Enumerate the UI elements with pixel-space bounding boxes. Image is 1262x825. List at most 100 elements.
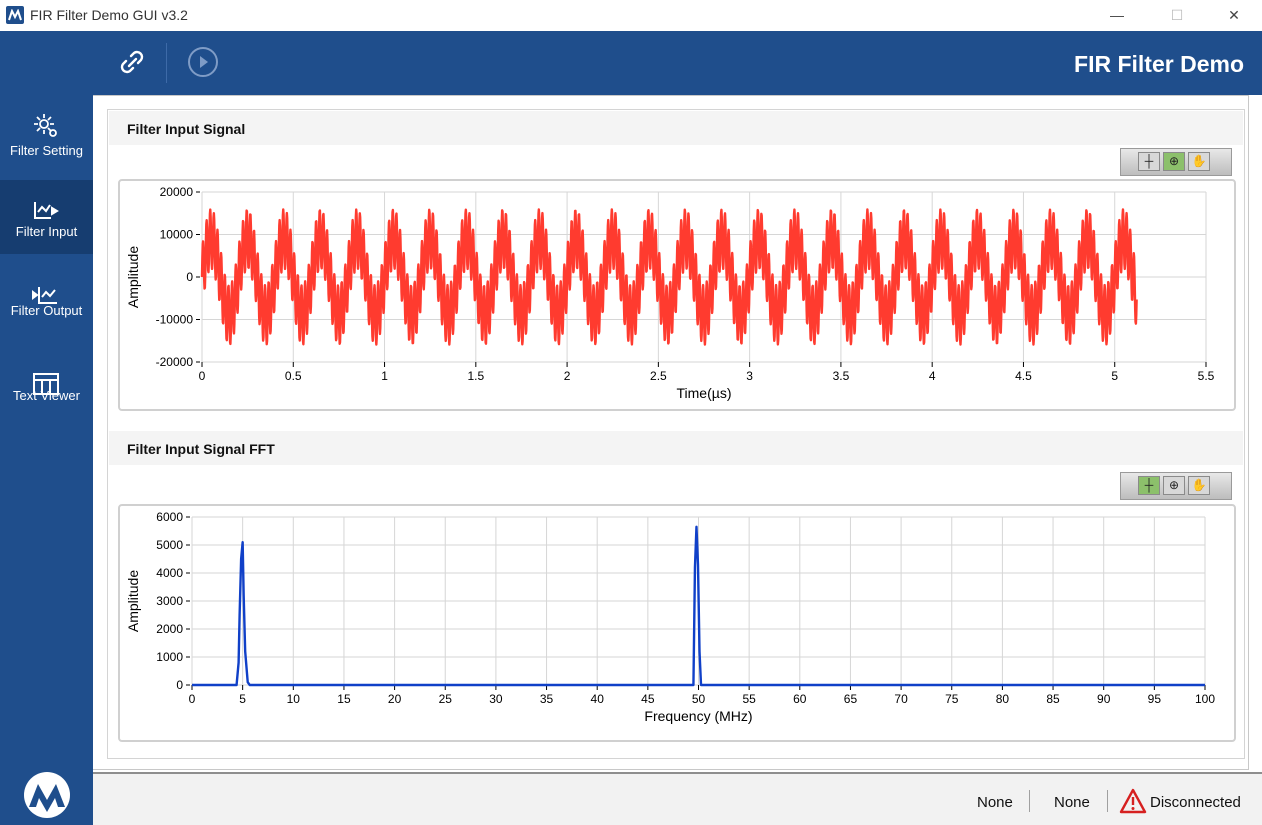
window-title: FIR Filter Demo GUI v3.2 bbox=[30, 7, 188, 23]
play-circle-icon[interactable] bbox=[186, 46, 220, 80]
signal-section-header: Filter Input Signal bbox=[109, 111, 1243, 145]
sidebar-item-label: Filter Output bbox=[10, 303, 83, 318]
x-tick-label: 100 bbox=[1195, 692, 1215, 706]
y-axis-label: Amplitude bbox=[125, 246, 141, 308]
x-tick-label: 4 bbox=[929, 369, 936, 383]
x-tick-label: 25 bbox=[439, 692, 453, 706]
x-tick-label: 2.5 bbox=[650, 369, 667, 383]
signal-graph[interactable]: 0 0.5 1 1.5 2 2.5 3 3.5 4 4.5 5 5.5 20000 10000 0 -1000… bbox=[118, 179, 1236, 411]
cursor-tool-icon[interactable]: ┼ bbox=[1138, 152, 1160, 171]
y-tick-label: 1000 bbox=[156, 650, 183, 664]
main-content: Filter Input Signal ┼ ⊕ ✋ 0 0.5 1 1.5 2 2.5 3 3… bbox=[93, 95, 1262, 772]
x-tick-label: 95 bbox=[1148, 692, 1162, 706]
y-axis-label: Amplitude bbox=[125, 570, 141, 632]
sidebar-item-label: Filter Input bbox=[15, 224, 78, 239]
x-tick-label: 70 bbox=[894, 692, 908, 706]
sidebar-item-filter-setting[interactable]: Filter Setting bbox=[0, 95, 93, 169]
sidebar-item-label: Text Viewer bbox=[13, 388, 80, 403]
link-icon[interactable] bbox=[115, 45, 149, 79]
app-header: FIR Filter Demo bbox=[0, 31, 1262, 95]
y-tick-label: 4000 bbox=[156, 566, 183, 580]
x-tick-label: 20 bbox=[388, 692, 402, 706]
chart-output-icon bbox=[32, 287, 57, 304]
app-icon bbox=[6, 6, 24, 24]
x-tick-label: 90 bbox=[1097, 692, 1111, 706]
zoom-tool-icon[interactable]: ⊕ bbox=[1163, 476, 1185, 495]
fft-chart-svg: 0 5 10 15 20 25 30 35 40 45 50 55 60 65 70 75 80 85 90 95 10… bbox=[125, 510, 1215, 724]
microchip-logo bbox=[22, 770, 72, 825]
signal-section-title: Filter Input Signal bbox=[127, 121, 246, 137]
x-tick-label: 5.5 bbox=[1198, 369, 1215, 383]
y-tick-label: 2000 bbox=[156, 622, 183, 636]
x-tick-label: 0 bbox=[199, 369, 206, 383]
graphs-panel: Filter Input Signal ┼ ⊕ ✋ 0 0.5 1 1.5 2 2.5 3 3… bbox=[107, 109, 1245, 759]
minimize-button[interactable]: — bbox=[1110, 7, 1124, 23]
signal-graph-toolbar: ┼ ⊕ ✋ bbox=[1120, 148, 1232, 176]
x-tick-label: 45 bbox=[641, 692, 655, 706]
fft-graph-toolbar: ┼ ⊕ ✋ bbox=[1120, 472, 1232, 500]
y-tick-label: 3000 bbox=[156, 594, 183, 608]
y-tick-label: 20000 bbox=[160, 185, 194, 199]
cursor-tool-icon[interactable]: ┼ bbox=[1138, 476, 1160, 495]
y-tick-label: 6000 bbox=[156, 510, 183, 524]
sidebar-item-filter-input[interactable]: Filter Input bbox=[0, 180, 93, 254]
series-line bbox=[200, 208, 1138, 346]
close-button[interactable]: ✕ bbox=[1228, 7, 1240, 23]
x-tick-label: 0.5 bbox=[285, 369, 302, 383]
x-tick-label: 2 bbox=[564, 369, 571, 383]
y-tick-label: 0 bbox=[176, 678, 183, 692]
x-axis-label: Frequency (MHz) bbox=[644, 708, 752, 724]
fft-section-title: Filter Input Signal FFT bbox=[127, 441, 275, 457]
series-line bbox=[192, 525, 1205, 687]
x-tick-label: 4.5 bbox=[1015, 369, 1032, 383]
pan-hand-icon[interactable]: ✋ bbox=[1188, 476, 1210, 495]
x-tick-label: 3 bbox=[746, 369, 753, 383]
x-tick-label: 85 bbox=[1046, 692, 1060, 706]
gear-icon bbox=[34, 114, 57, 137]
status-item-2: None bbox=[1054, 794, 1090, 811]
pan-hand-icon[interactable]: ✋ bbox=[1188, 152, 1210, 171]
y-tick-label: 0 bbox=[186, 270, 193, 284]
x-tick-label: 15 bbox=[337, 692, 351, 706]
x-tick-label: 10 bbox=[287, 692, 301, 706]
connection-status: Disconnected bbox=[1150, 794, 1241, 811]
x-tick-label: 60 bbox=[793, 692, 807, 706]
x-tick-label: 30 bbox=[489, 692, 503, 706]
x-tick-label: 80 bbox=[996, 692, 1010, 706]
y-tick-label: 10000 bbox=[160, 228, 194, 242]
x-tick-label: 75 bbox=[945, 692, 959, 706]
table-icon bbox=[33, 373, 59, 395]
x-tick-label: 5 bbox=[239, 692, 246, 706]
y-tick-label: 5000 bbox=[156, 538, 183, 552]
x-tick-label: 5 bbox=[1111, 369, 1118, 383]
y-tick-label: -20000 bbox=[156, 355, 194, 369]
status-separator bbox=[1107, 790, 1108, 812]
fft-section-header: Filter Input Signal FFT bbox=[109, 431, 1243, 465]
x-tick-label: 65 bbox=[844, 692, 858, 706]
sidebar: Filter Setting Filter Input Filter Outpu… bbox=[0, 95, 93, 825]
x-tick-label: 35 bbox=[540, 692, 554, 706]
x-axis-label: Time(µs) bbox=[677, 385, 732, 401]
status-separator bbox=[1029, 790, 1030, 812]
signal-chart-svg: 0 0.5 1 1.5 2 2.5 3 3.5 4 4.5 5 5.5 20000 10000 0 -1000… bbox=[125, 185, 1215, 401]
zoom-tool-icon[interactable]: ⊕ bbox=[1163, 152, 1185, 171]
sidebar-item-text-viewer[interactable]: Text Viewer bbox=[0, 350, 93, 424]
x-tick-label: 3.5 bbox=[833, 369, 850, 383]
y-tick-label: -10000 bbox=[156, 313, 194, 327]
fft-graph[interactable]: 0 5 10 15 20 25 30 35 40 45 50 55 60 65 70 75 80 85 90 95 10… bbox=[118, 504, 1236, 742]
sidebar-item-filter-output[interactable]: Filter Output bbox=[0, 265, 93, 339]
warning-icon bbox=[1119, 788, 1147, 819]
x-tick-label: 1 bbox=[381, 369, 388, 383]
header-separator bbox=[166, 43, 167, 83]
window-titlebar: FIR Filter Demo GUI v3.2 — ☐ ✕ bbox=[0, 0, 1262, 31]
x-tick-label: 1.5 bbox=[467, 369, 484, 383]
maximize-button[interactable]: ☐ bbox=[1170, 7, 1184, 23]
header-title: FIR Filter Demo bbox=[1074, 51, 1244, 77]
status-item-1: None bbox=[977, 794, 1013, 811]
x-tick-label: 55 bbox=[742, 692, 756, 706]
chart-input-icon bbox=[34, 202, 59, 219]
x-tick-label: 40 bbox=[591, 692, 605, 706]
status-bar: None None Disconnected bbox=[93, 772, 1262, 825]
x-tick-label: 0 bbox=[189, 692, 196, 706]
x-tick-label: 50 bbox=[692, 692, 706, 706]
